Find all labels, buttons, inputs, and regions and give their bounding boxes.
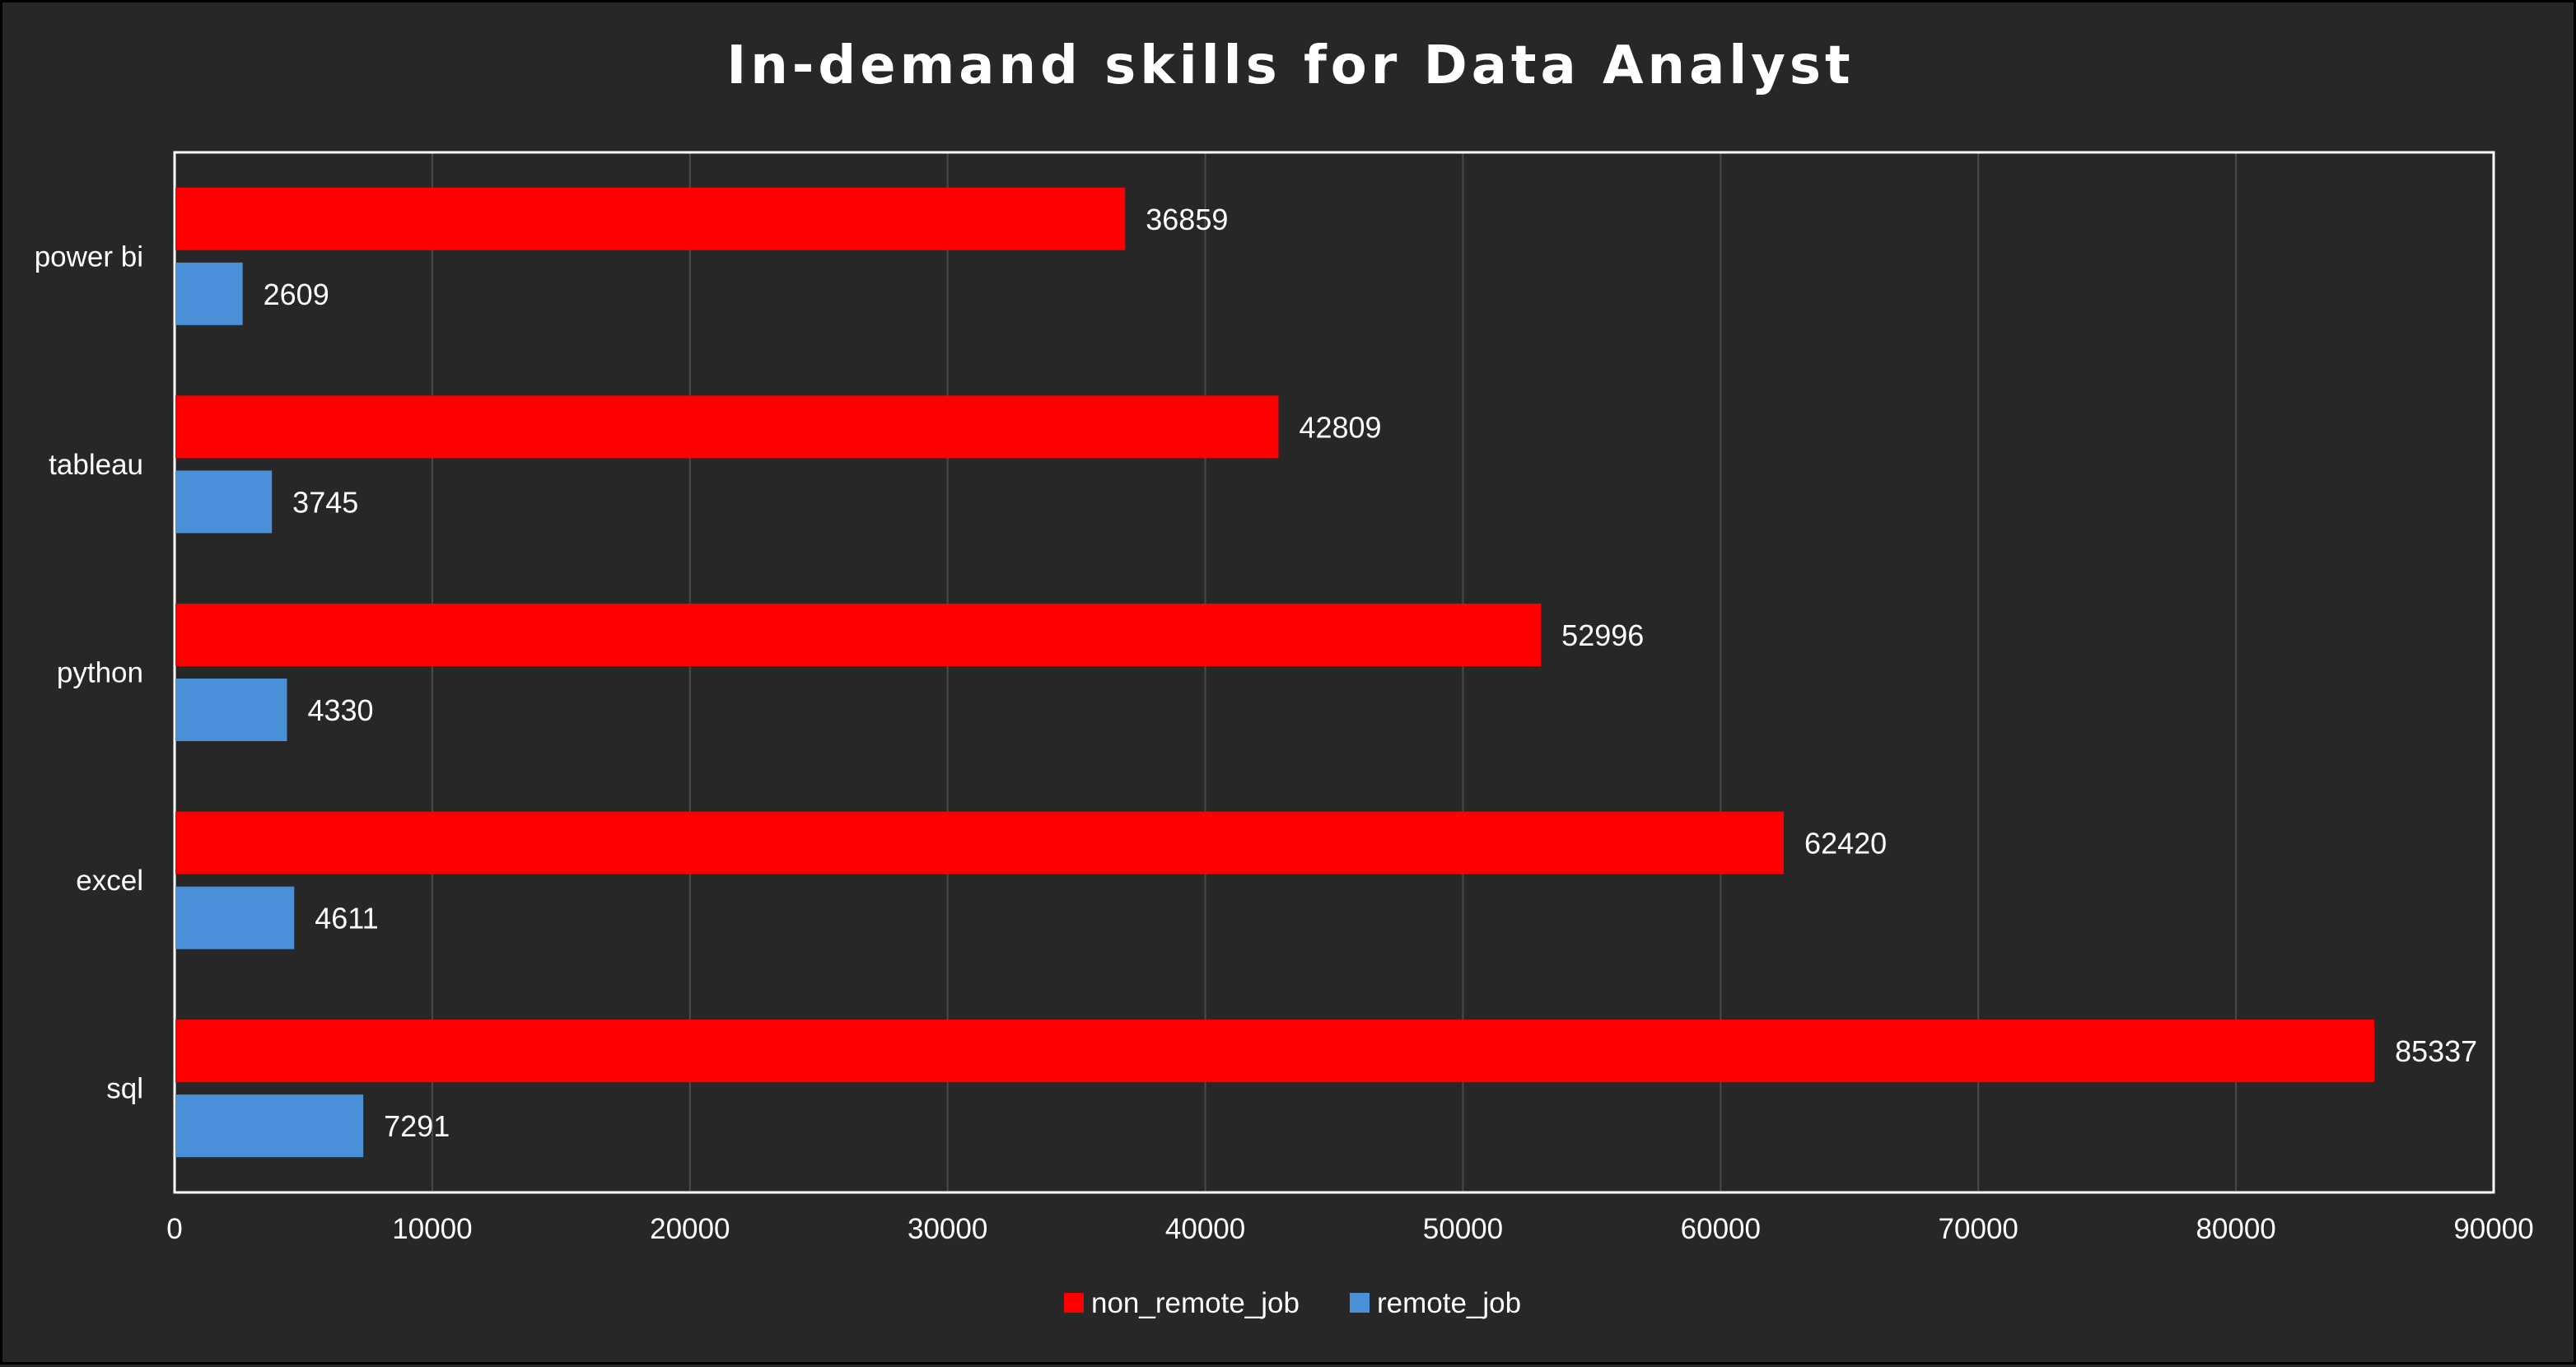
x-tick-label: 0 (166, 1213, 182, 1245)
data-label: 4611 (315, 902, 378, 935)
data-label: 4330 (307, 693, 373, 727)
bar-non_remote_job[interactable] (175, 1019, 2375, 1083)
data-label: 42809 (1299, 410, 1381, 444)
category-label: excel (76, 865, 143, 897)
legend[interactable]: non_remote_job remote_job (1064, 1287, 1521, 1319)
grid-lines (431, 152, 2238, 1192)
x-tick-label: 50000 (1423, 1213, 1503, 1245)
bar-non_remote_job[interactable] (175, 395, 1279, 459)
x-tick-label: 70000 (1939, 1213, 2018, 1245)
category-label: power bi (35, 240, 143, 273)
bar-remote_job[interactable] (175, 1094, 364, 1158)
bar-remote_job[interactable] (175, 262, 243, 325)
data-label: 85337 (2395, 1034, 2477, 1068)
bars: 36859 2609 42809 3745 52996 4330 62420 4611 8533… (175, 187, 2477, 1158)
x-tick-label: 90000 (2453, 1213, 2533, 1245)
data-label: 36859 (1146, 203, 1228, 236)
chart-title: In-demand skills for Data Analyst (726, 35, 1855, 96)
category-axis: power bi tableau python excel sql (35, 240, 143, 1104)
x-tick-label: 10000 (392, 1213, 472, 1245)
bar-non_remote_job[interactable] (175, 187, 1126, 250)
x-tick-label: 40000 (1165, 1213, 1245, 1245)
plot-area-border (173, 151, 2495, 1194)
legend-label[interactable]: remote_job (1377, 1287, 1521, 1319)
category-label: python (57, 657, 143, 689)
bar-non_remote_job[interactable] (175, 811, 1785, 875)
x-tick-label: 30000 (908, 1213, 987, 1245)
data-label: 62420 (1804, 827, 1887, 861)
x-tick-label: 80000 (2196, 1213, 2275, 1245)
x-tick-label: 60000 (1681, 1213, 1761, 1245)
x-tick-label: 20000 (650, 1213, 730, 1245)
bar-remote_job[interactable] (175, 470, 273, 534)
data-label: 2609 (264, 278, 329, 311)
legend-swatch-non_remote_job (1064, 1293, 1084, 1313)
bar-remote_job[interactable] (175, 886, 295, 949)
legend-swatch-remote_job (1350, 1293, 1370, 1313)
bar-remote_job[interactable] (175, 679, 287, 741)
legend-label[interactable]: non_remote_job (1091, 1287, 1300, 1319)
data-label: 52996 (1561, 618, 1644, 652)
value-axis: 0 10000 20000 30000 40000 50000 60000 70000 8000… (166, 1213, 2533, 1245)
category-label: sql (106, 1073, 143, 1105)
category-label: tableau (49, 449, 143, 481)
data-label: 7291 (384, 1109, 450, 1143)
data-label: 3745 (292, 485, 358, 519)
bar-non_remote_job[interactable] (175, 604, 1542, 666)
